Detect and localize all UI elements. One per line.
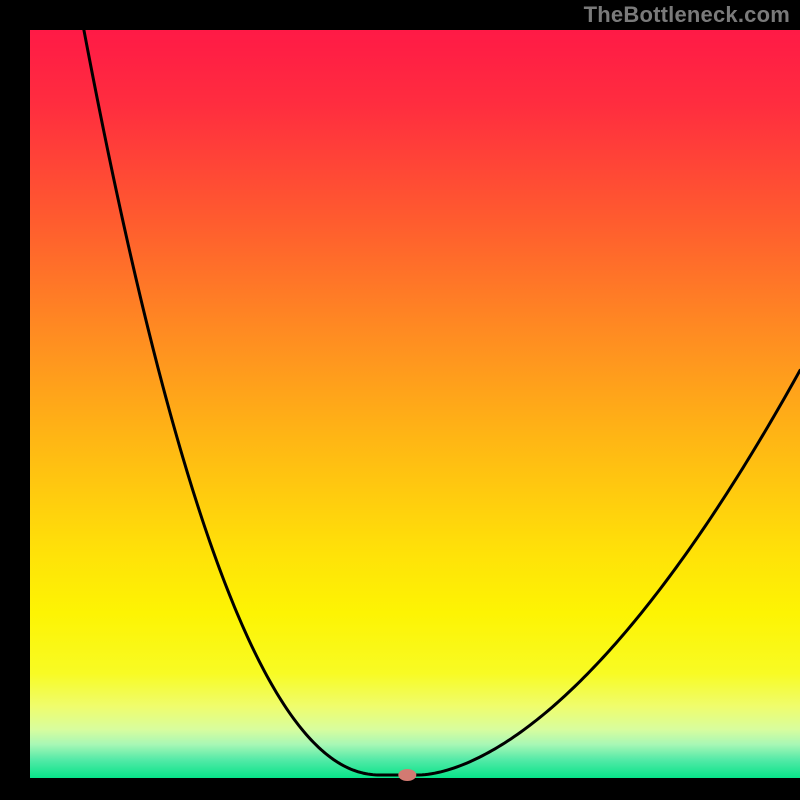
optimum-marker: [398, 769, 416, 781]
chart-svg: [0, 0, 800, 800]
plot-background: [30, 30, 800, 778]
watermark-text: TheBottleneck.com: [584, 2, 790, 28]
chart-container: TheBottleneck.com: [0, 0, 800, 800]
